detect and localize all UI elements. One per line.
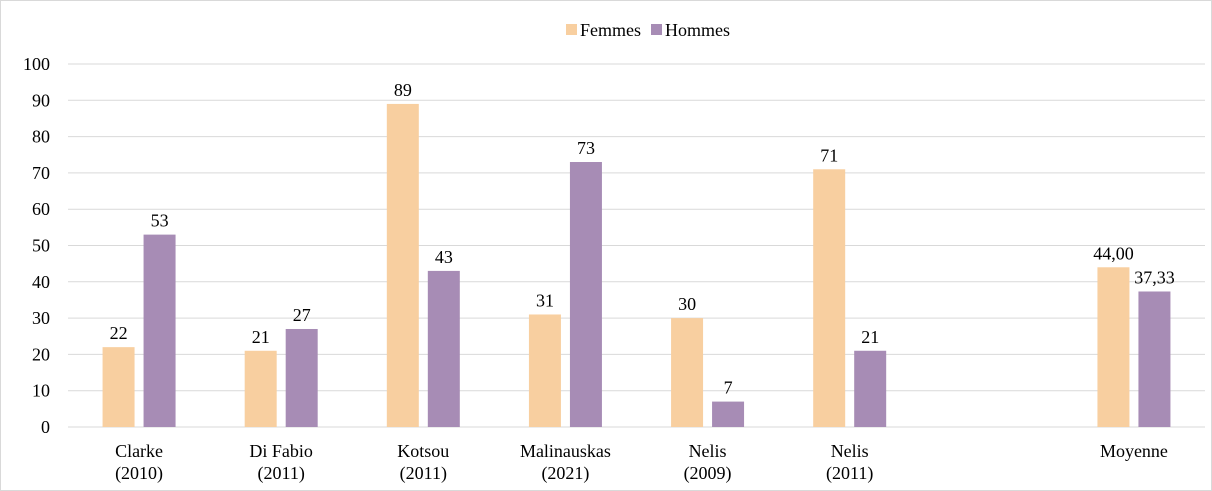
value-label: 27 xyxy=(293,305,311,325)
legend-swatch xyxy=(566,24,577,35)
bar xyxy=(102,347,135,427)
y-tick-label: 10 xyxy=(32,381,50,401)
y-tick-label: 40 xyxy=(32,272,50,292)
x-tick-label: Nelis (2009) xyxy=(684,441,732,484)
y-tick-label: 30 xyxy=(32,308,50,328)
value-label: 7 xyxy=(724,378,733,398)
legend-label: Femmes xyxy=(580,20,641,40)
bar xyxy=(143,234,176,427)
legend-label: Hommes xyxy=(665,20,730,40)
y-tick-label: 80 xyxy=(32,127,50,147)
y-tick-label: 100 xyxy=(23,54,50,74)
y-tick-label: 20 xyxy=(32,344,50,364)
y-tick-label: 60 xyxy=(32,199,50,219)
value-label: 21 xyxy=(252,327,270,347)
legend-swatch xyxy=(651,24,662,35)
bar xyxy=(712,401,745,427)
bar xyxy=(244,350,277,427)
value-label: 30 xyxy=(678,294,696,314)
bar xyxy=(427,270,460,427)
value-label: 71 xyxy=(820,145,838,165)
value-label: 31 xyxy=(536,290,554,310)
value-label: 89 xyxy=(394,80,412,100)
x-tick-label: Kotsou (2011) xyxy=(397,441,449,484)
bar xyxy=(1138,291,1171,427)
value-label: 44,00 xyxy=(1093,243,1134,263)
bar xyxy=(386,103,419,428)
bar xyxy=(285,328,318,427)
value-label: 53 xyxy=(151,211,169,231)
y-tick-label: 0 xyxy=(41,417,50,437)
value-label: 22 xyxy=(110,323,128,343)
bar xyxy=(671,318,704,427)
y-tick-label: 70 xyxy=(32,163,50,183)
x-tick-label: Clarke (2010) xyxy=(115,441,163,484)
y-tick-label: 50 xyxy=(32,236,50,256)
bar xyxy=(528,314,561,427)
value-label: 21 xyxy=(861,327,879,347)
bar xyxy=(1097,267,1130,427)
value-label: 43 xyxy=(435,247,453,267)
y-tick-label: 90 xyxy=(32,90,50,110)
bar xyxy=(854,350,887,427)
x-tick-label: Moyenne xyxy=(1100,441,1168,461)
x-tick-label: Nelis (2011) xyxy=(826,441,873,484)
bar xyxy=(569,162,602,427)
bar xyxy=(813,169,846,427)
value-label: 73 xyxy=(577,138,595,158)
value-label: 37,33 xyxy=(1134,267,1175,287)
x-tick-label: Malinauskas (2021) xyxy=(520,441,611,484)
x-tick-label: Di Fabio (2011) xyxy=(249,441,313,484)
